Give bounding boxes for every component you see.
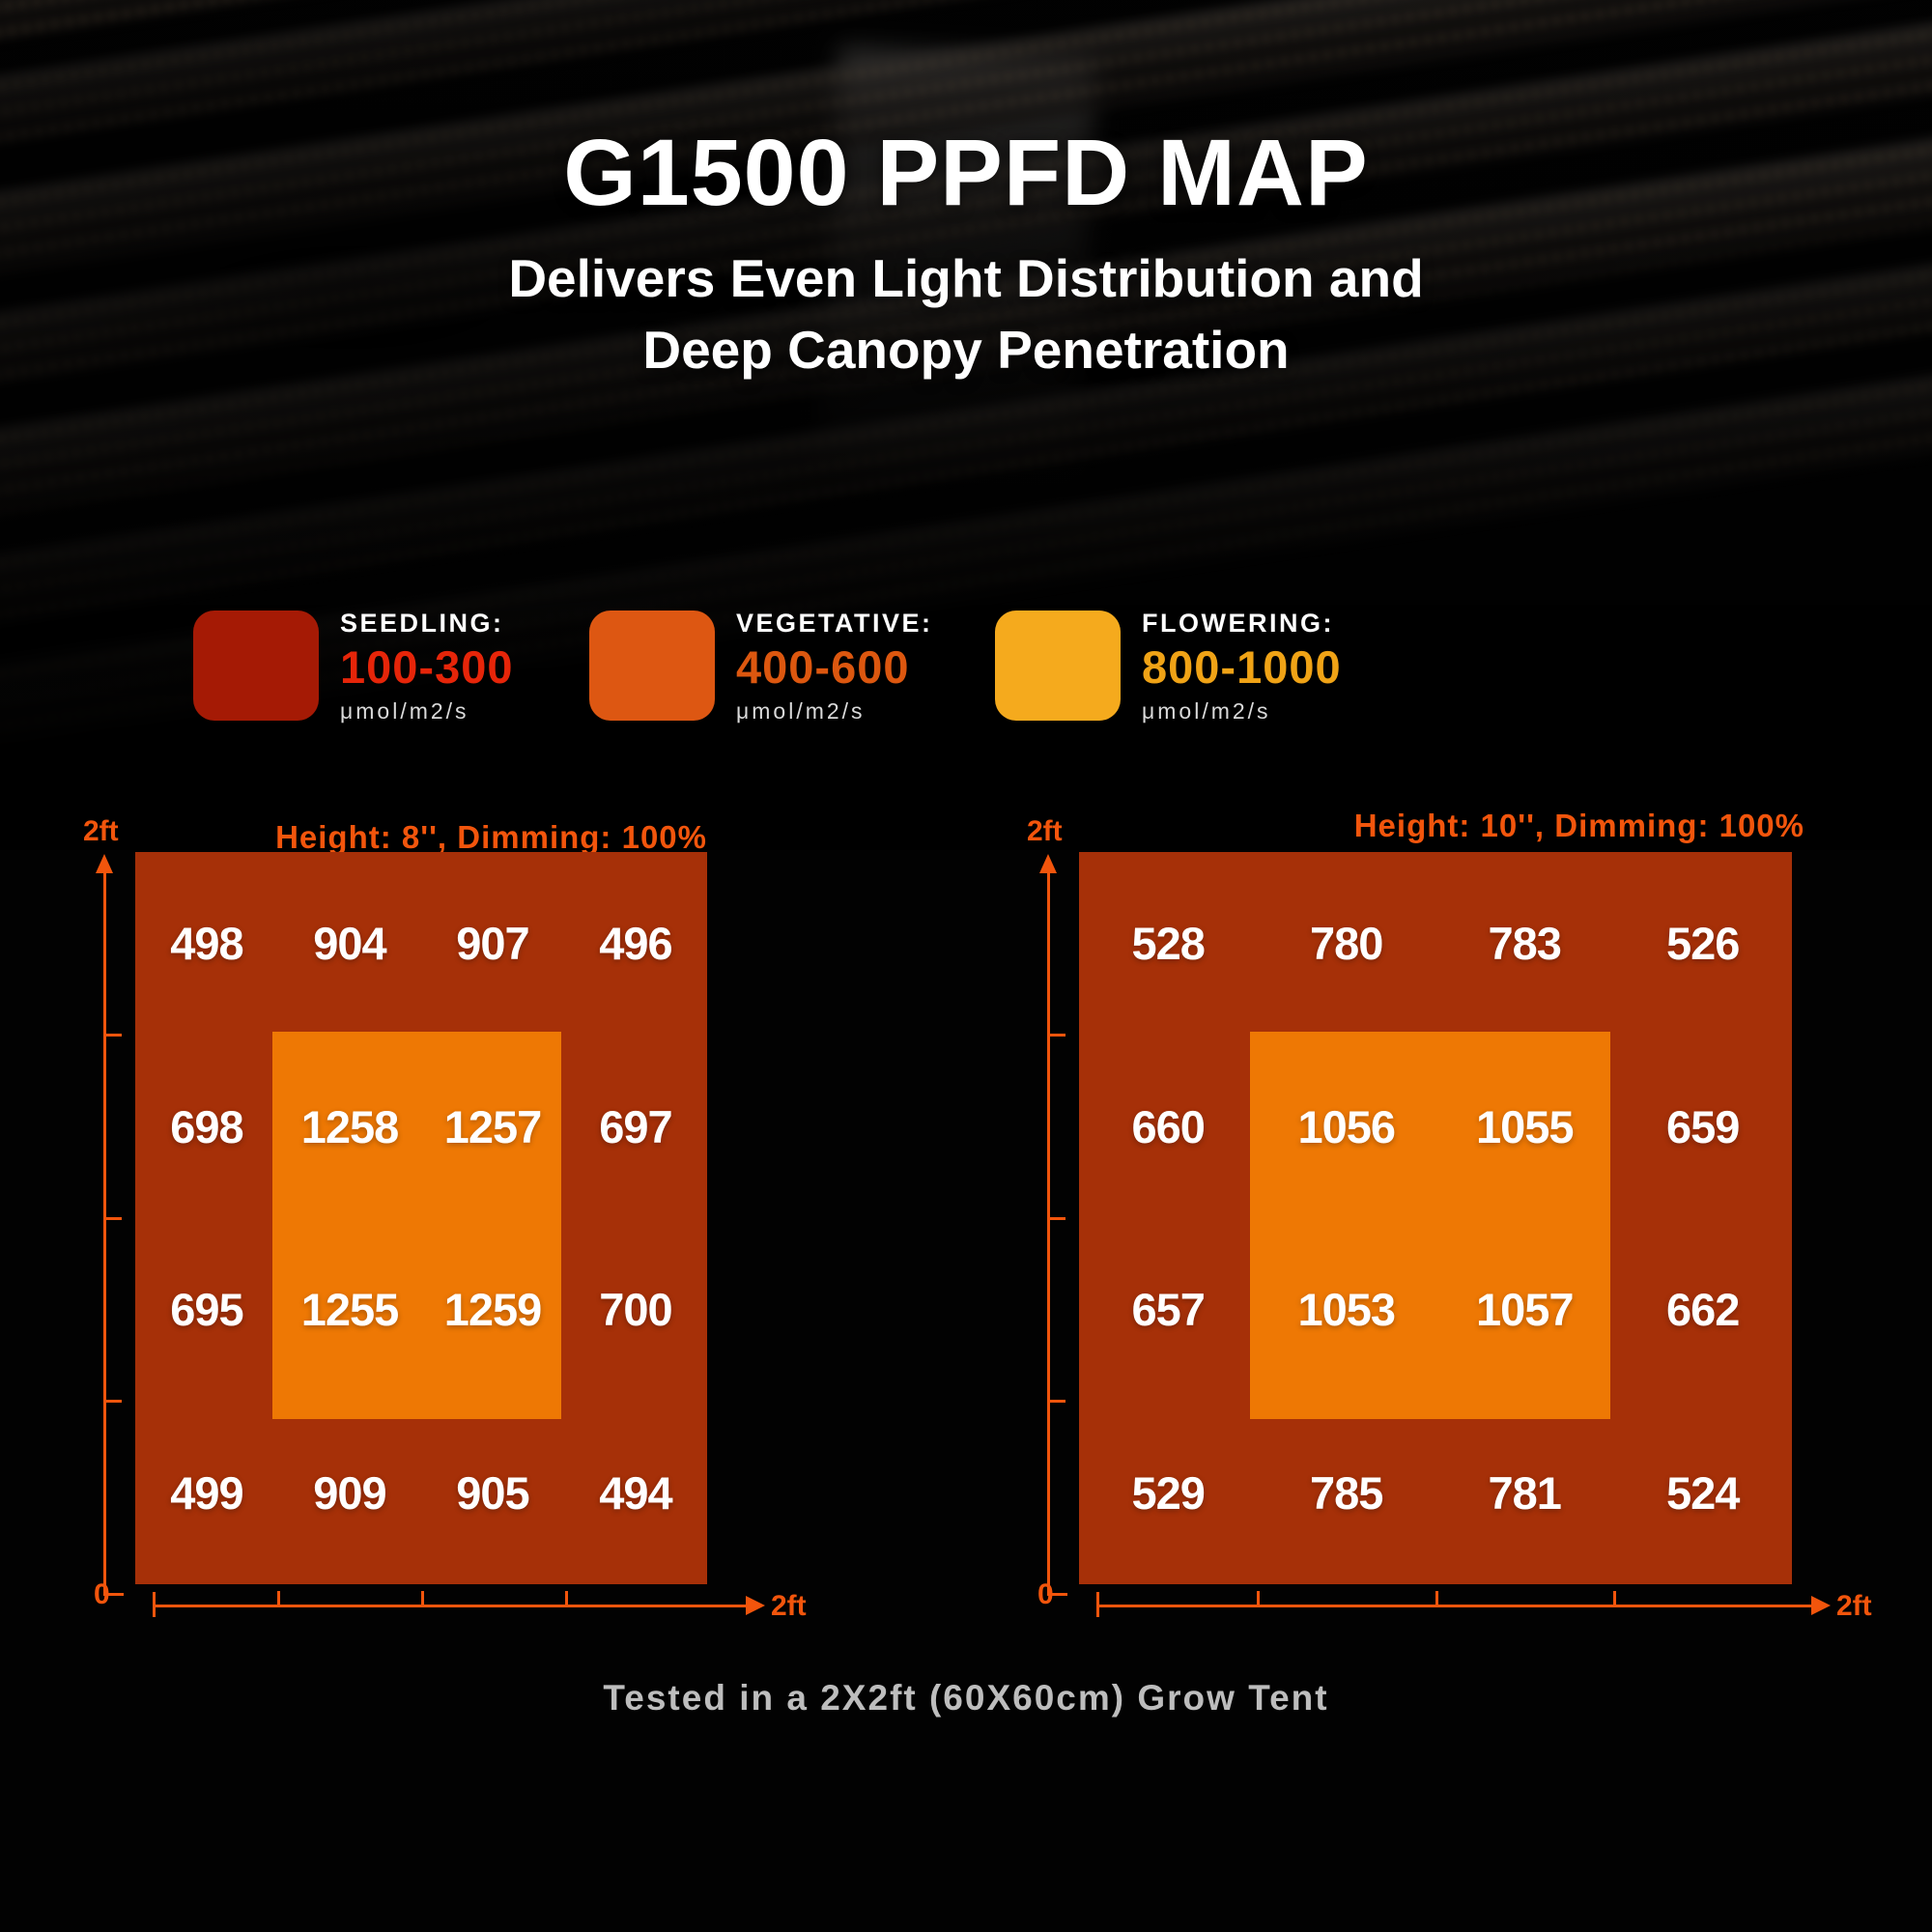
y-axis-tick	[103, 1400, 122, 1403]
ppfd-value-cell: 1255	[300, 1284, 400, 1336]
legend-item-vegetative: VEGETATIVE: 400-600 μmol/m2/s	[736, 609, 933, 724]
ppfd-value-cell: 909	[313, 1466, 386, 1519]
x-axis-arrow-icon	[746, 1596, 765, 1615]
legend-unit-label: μmol/m2/s	[736, 698, 866, 724]
legend-range-value: 400-600	[736, 641, 910, 693]
x-axis-tick	[421, 1591, 424, 1605]
subtitle-line-2: Deep Canopy Penetration	[642, 319, 1290, 380]
ppfd-value-cell: 904	[313, 918, 386, 970]
y-axis-arrow-icon	[1039, 854, 1057, 873]
y-axis-arrow-icon	[96, 854, 113, 873]
ppfd-value-cell: 905	[456, 1466, 529, 1519]
x-axis-line	[1096, 1605, 1811, 1607]
ppfd-value-cell: 785	[1310, 1466, 1383, 1519]
x-axis-arrow-icon	[1811, 1596, 1831, 1615]
ppfd-value-cell: 695	[170, 1284, 243, 1336]
ppfd-value-cell: 494	[599, 1466, 672, 1519]
ppfd-value-cell: 659	[1666, 1100, 1740, 1152]
ppfd-heatmap-right: 528 780 783 526 660 1056 1055 659 657 10…	[1079, 852, 1792, 1584]
x-axis-tick	[1257, 1591, 1260, 1605]
legend-stage-label: FLOWERING:	[1142, 609, 1334, 638]
y-axis-tick	[103, 1034, 122, 1037]
ppfd-value-cell: 660	[1131, 1100, 1206, 1152]
y-axis-tick	[1047, 1034, 1065, 1037]
ppfd-value-cell: 1259	[443, 1284, 543, 1336]
y-axis-tick	[1047, 1400, 1065, 1403]
ppfd-value-cell: 1257	[443, 1100, 543, 1152]
ppfd-heatmap-left: 498 904 907 496 698 1258 1257 697 695 12…	[135, 852, 707, 1584]
ppfd-value-grid: 498 904 907 496 698 1258 1257 697 695 12…	[135, 852, 707, 1584]
legend-item-flowering: FLOWERING: 800-1000 μmol/m2/s	[1142, 609, 1342, 724]
hero-background-photo	[0, 0, 1932, 850]
ppfd-value-cell: 496	[599, 918, 672, 970]
subtitle-line-1: Delivers Even Light Distribution and	[508, 248, 1424, 308]
x-axis-max-label: 2ft	[1836, 1590, 1872, 1622]
legend-swatch-flowering	[995, 611, 1121, 721]
legend-item-seedling: SEEDLING: 100-300 μmol/m2/s	[340, 609, 514, 724]
y-axis-foot	[103, 1593, 124, 1596]
map-right-header: Height: 10'', Dimming: 100%	[1353, 808, 1804, 843]
x-axis-tick	[565, 1591, 568, 1605]
ppfd-value-grid: 528 780 783 526 660 1056 1055 659 657 10…	[1079, 852, 1792, 1584]
ppfd-value-cell: 657	[1131, 1284, 1206, 1336]
ppfd-value-cell: 907	[456, 918, 529, 970]
ppfd-value-cell: 1258	[300, 1100, 400, 1152]
page-title: G1500 PPFD MAP	[563, 120, 1369, 225]
test-condition-caption: Tested in a 2X2ft (60X60cm) Grow Tent	[603, 1678, 1329, 1718]
legend-swatch-vegetative	[589, 611, 715, 721]
legend-unit-label: μmol/m2/s	[1142, 698, 1271, 724]
y-axis-max-label: 2ft	[1027, 815, 1063, 847]
y-axis-max-label: 2ft	[83, 815, 119, 847]
ppfd-value-cell: 1053	[1297, 1284, 1396, 1336]
hotspot-rect	[272, 1031, 562, 1420]
origin-label: 0	[1037, 1578, 1054, 1610]
hero-dark-overlay	[0, 0, 1932, 850]
ppfd-value-cell: 1056	[1297, 1100, 1396, 1152]
x-axis-max-label: 2ft	[771, 1590, 807, 1622]
ppfd-value-cell: 698	[170, 1100, 243, 1152]
y-axis-foot	[1047, 1593, 1067, 1596]
ppfd-value-cell: 1055	[1475, 1100, 1575, 1152]
ppfd-value-cell: 528	[1131, 918, 1206, 970]
y-axis-line	[1047, 871, 1050, 1596]
x-axis-tick	[1435, 1591, 1438, 1605]
map-left-header: Height: 8'', Dimming: 100%	[275, 819, 707, 855]
ppfd-value-cell: 524	[1666, 1466, 1740, 1519]
ppfd-value-cell: 1057	[1475, 1284, 1575, 1336]
ppfd-value-cell: 700	[599, 1284, 672, 1336]
page-subtitle: Delivers Even Light Distribution and Dee…	[0, 243, 1932, 385]
legend-range-value: 100-300	[340, 641, 514, 693]
legend-swatch-seedling	[193, 611, 319, 721]
ppfd-value-cell: 662	[1666, 1284, 1740, 1336]
ppfd-value-cell: 781	[1488, 1466, 1562, 1519]
y-axis-line	[103, 871, 106, 1596]
ppfd-value-cell: 529	[1131, 1466, 1206, 1519]
x-axis-tick	[277, 1591, 280, 1605]
legend-stage-label: VEGETATIVE:	[736, 609, 933, 638]
ppfd-value-cell: 498	[170, 918, 243, 970]
x-axis-tick	[1613, 1591, 1616, 1605]
hotspot-rect	[1250, 1031, 1610, 1420]
y-axis-tick	[1047, 1217, 1065, 1220]
origin-label: 0	[94, 1578, 110, 1610]
ppfd-value-cell: 499	[170, 1466, 243, 1519]
ppfd-value-cell: 780	[1310, 918, 1383, 970]
ppfd-value-cell: 697	[599, 1100, 672, 1152]
x-axis-line	[153, 1605, 746, 1607]
legend-unit-label: μmol/m2/s	[340, 698, 469, 724]
legend-range-value: 800-1000	[1142, 641, 1342, 693]
ppfd-value-cell: 526	[1666, 918, 1740, 970]
y-axis-tick	[103, 1217, 122, 1220]
legend-stage-label: SEEDLING:	[340, 609, 504, 638]
ppfd-value-cell: 783	[1488, 918, 1562, 970]
